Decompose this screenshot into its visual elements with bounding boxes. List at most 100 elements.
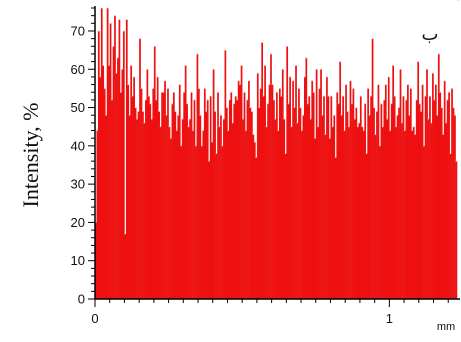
histogram-bar (278, 88, 281, 299)
histogram-bar (354, 119, 356, 299)
histogram-bar (320, 69, 322, 299)
histogram-bar (242, 119, 244, 299)
histogram-bar (434, 84, 437, 299)
histogram-bar (115, 73, 118, 299)
histogram-bar (437, 53, 440, 300)
histogram-bar (326, 76, 328, 299)
histogram-bar (358, 122, 361, 300)
histogram-bar (273, 99, 275, 299)
histogram-bar (429, 96, 431, 299)
histogram-bar (223, 119, 225, 299)
histogram-bar (174, 111, 177, 299)
histogram-bar (274, 119, 277, 299)
histogram-bar (181, 119, 184, 299)
histogram-bar (407, 84, 409, 299)
histogram-bar (192, 130, 194, 299)
histogram-bar (411, 130, 414, 299)
histogram-bar (284, 153, 287, 299)
histogram-bar (267, 103, 269, 299)
histogram-bar (103, 88, 106, 299)
histogram-bar (159, 126, 162, 299)
histogram-bar (209, 96, 212, 299)
histogram-bar (333, 115, 336, 300)
histogram-bar (367, 88, 369, 299)
histogram-bar (286, 46, 289, 299)
histogram-bar (136, 119, 138, 299)
histogram-bar (271, 84, 274, 299)
histogram-bar (221, 145, 224, 299)
histogram-bar (323, 96, 325, 299)
histogram-bar (146, 69, 149, 299)
histogram-bar (276, 92, 278, 300)
y-tick-label: 0 (78, 292, 85, 307)
histogram-bar (217, 92, 219, 300)
histogram-bar (336, 92, 339, 300)
histogram-bar (405, 99, 408, 299)
histogram-bar (379, 145, 381, 299)
histogram-bar (451, 88, 453, 299)
x-tick-label: 1 (386, 311, 393, 326)
histogram-bar (183, 92, 186, 300)
histogram-bar (305, 57, 308, 299)
histogram-bar (287, 103, 290, 299)
histogram-bar (318, 88, 321, 299)
histogram-bar (399, 69, 402, 299)
histogram-bar (401, 122, 403, 300)
histogram-bar (409, 88, 412, 299)
histogram-bar (290, 126, 293, 299)
histogram-bar (205, 111, 208, 299)
histogram-bar (227, 130, 230, 299)
histogram-bar (317, 126, 319, 299)
histogram-bar (143, 122, 146, 300)
histogram-bar (448, 92, 450, 300)
histogram-bar (301, 130, 303, 299)
histogram-bar (308, 96, 311, 299)
histogram-bar (109, 23, 112, 299)
histogram-bar (426, 69, 428, 299)
histogram-bar (303, 76, 306, 299)
histogram-bar (208, 161, 211, 299)
histogram-bar (177, 115, 180, 300)
histogram-bar (255, 157, 258, 299)
histogram-bar (362, 130, 365, 299)
histogram-bar (446, 99, 449, 299)
histogram-bar (167, 88, 169, 299)
histogram-bar (415, 99, 418, 299)
histogram-bar (292, 80, 294, 299)
histogram-bar (180, 145, 183, 299)
histogram-bar (442, 134, 445, 299)
histogram-bar (306, 103, 309, 299)
histogram-bar (117, 57, 119, 299)
histogram-bar (175, 130, 178, 299)
histogram-bar (161, 92, 163, 300)
histogram-bar (105, 115, 108, 300)
histogram-bar (412, 126, 415, 299)
histogram-bar (233, 103, 236, 299)
histogram-bar (224, 50, 227, 300)
histogram-bar (156, 76, 159, 299)
histogram-bar (390, 103, 393, 299)
histogram-bar (112, 46, 115, 299)
histogram-bar (417, 61, 420, 299)
histogram-bar (99, 76, 102, 299)
histogram-bar (398, 107, 400, 299)
histogram-bar (351, 103, 353, 299)
histogram-bar (133, 76, 135, 299)
axes (88, 6, 460, 307)
histogram-bar (145, 99, 147, 299)
histogram-bar (171, 103, 174, 299)
histogram-bar (246, 99, 249, 299)
histogram-bar (449, 153, 452, 299)
histogram-bar (342, 96, 344, 299)
histogram-bar (345, 84, 347, 299)
histogram-bar (420, 111, 422, 299)
histogram-bar (289, 76, 291, 299)
histogram-bar (404, 130, 406, 299)
histogram-bar (97, 30, 100, 299)
histogram-bar (389, 130, 392, 299)
histogram-bar (140, 88, 143, 299)
histogram-bar (251, 111, 253, 299)
y-tick-label: 30 (71, 177, 85, 192)
histogram-bar (106, 8, 109, 299)
histogram-bar (432, 73, 434, 299)
